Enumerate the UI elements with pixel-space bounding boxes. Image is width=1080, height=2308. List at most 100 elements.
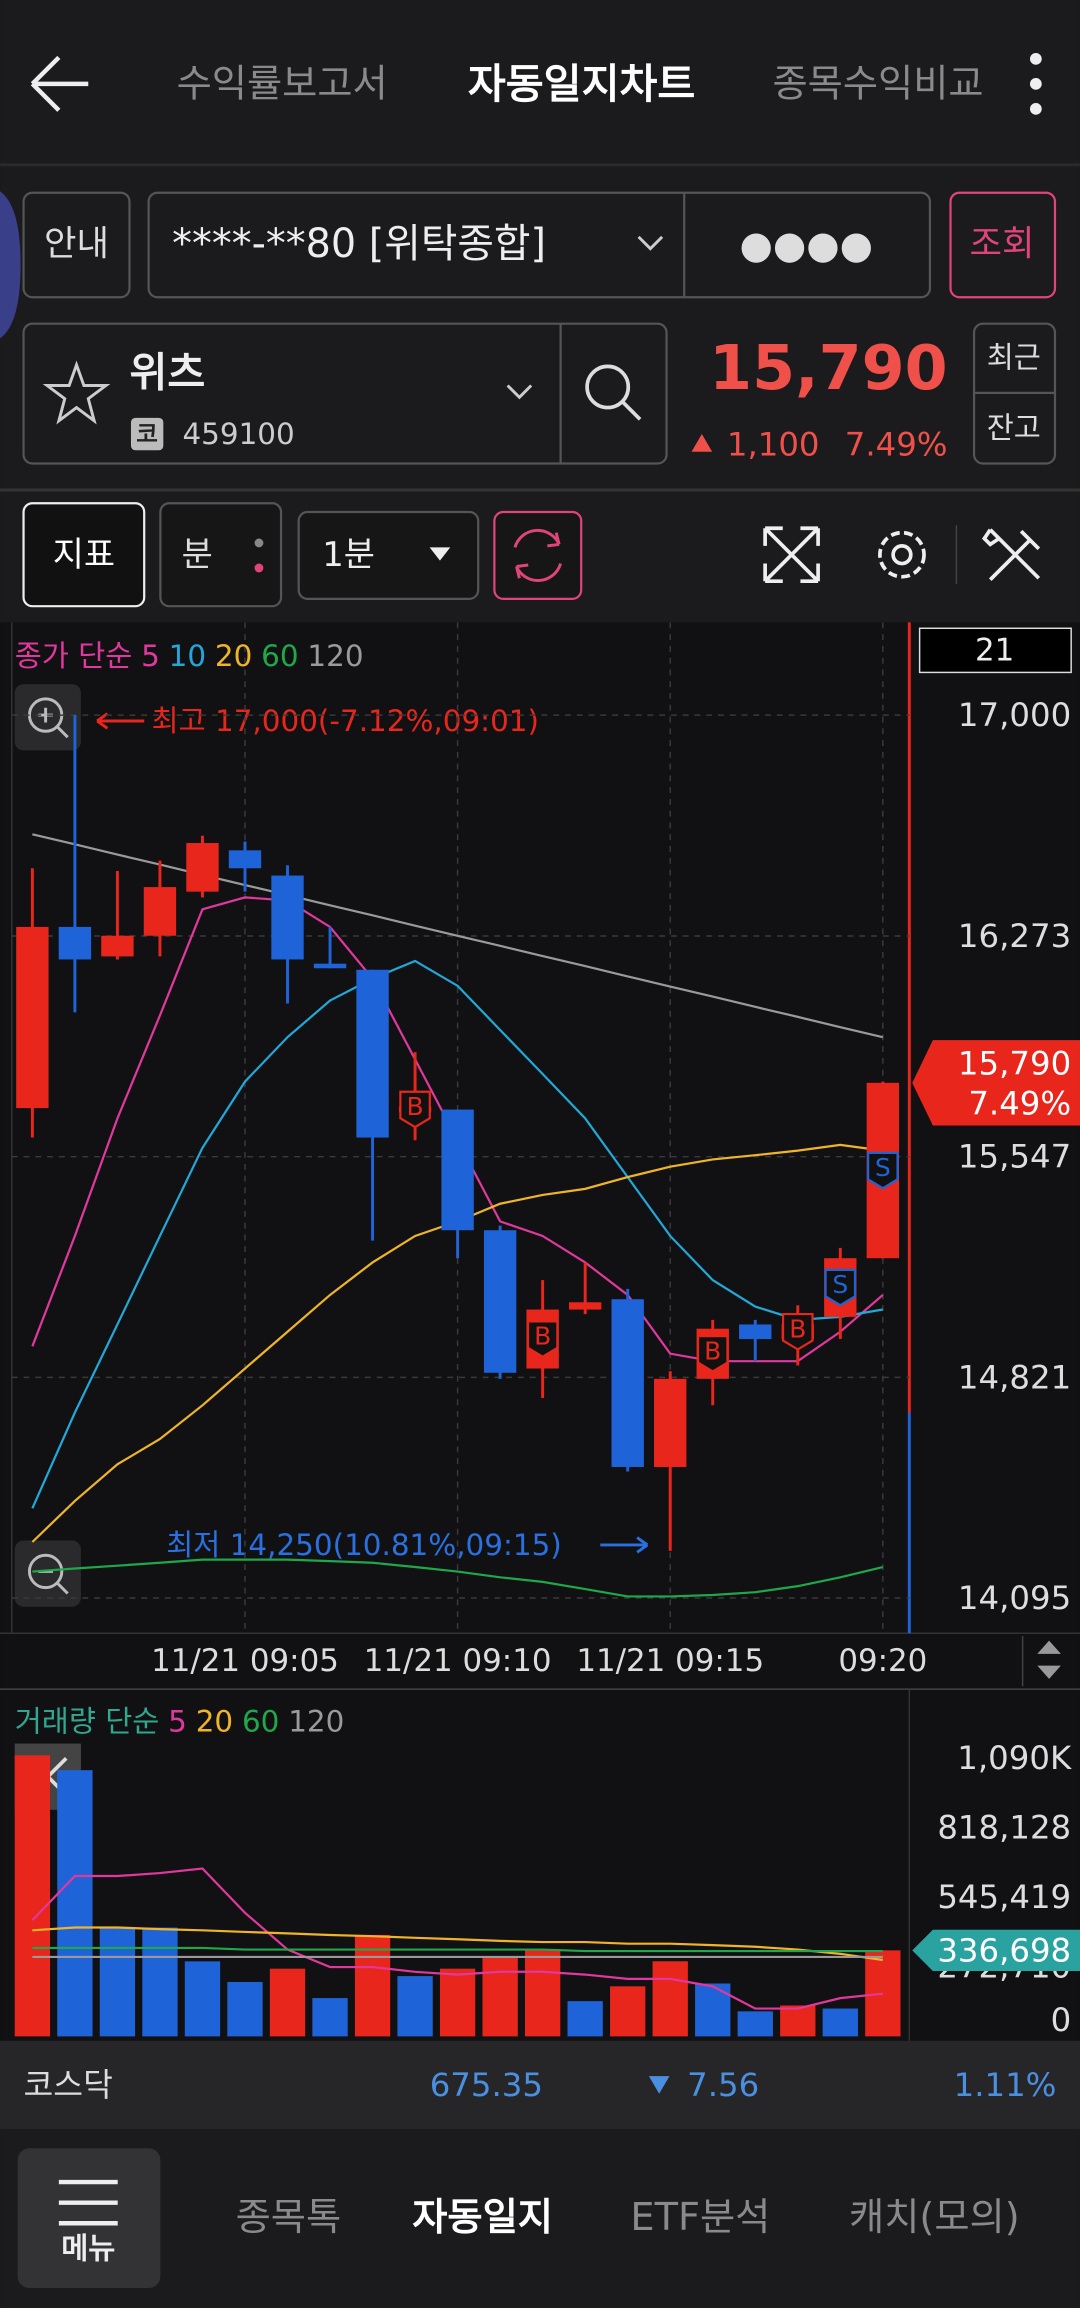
- price-change-pct: 7.49%: [845, 425, 948, 463]
- account-select[interactable]: [147, 191, 932, 299]
- account-number: ****-**80 [위탁종합]: [172, 221, 546, 267]
- volume-bar: [865, 1950, 901, 2037]
- refresh-button[interactable]: [493, 510, 583, 600]
- volume-bar: [14, 1755, 51, 2037]
- nav-tabs: 종목톡 자동일지 ETF분석 캐치(모의): [236, 2195, 1020, 2240]
- favorite-star[interactable]: [42, 360, 111, 425]
- nav-tab[interactable]: 캐치(모의): [849, 2195, 1020, 2240]
- high-note: 최고 17,000(-7.12%,09:01): [152, 704, 539, 738]
- password[interactable]: ●●●●: [740, 223, 874, 268]
- volume-bar: [439, 1968, 476, 2037]
- stock-code: 459100: [182, 417, 294, 451]
- query-button[interactable]: [949, 191, 1057, 299]
- volume-tag: [912, 1929, 1080, 1971]
- signal-badge: [781, 1312, 814, 1351]
- legend-entry: 5: [168, 1705, 187, 1739]
- y-tick-label: 15,547: [958, 1138, 1071, 1176]
- candle-body: [739, 1324, 772, 1340]
- legend-entry: 60: [261, 639, 298, 673]
- unit-label: 분: [182, 535, 213, 574]
- signal-badge: [399, 1090, 431, 1129]
- signal-label: B: [704, 1336, 721, 1365]
- menu-button[interactable]: [17, 2148, 161, 2288]
- x-tick-label: 11/21 09:15: [576, 1643, 764, 1679]
- tools-button[interactable]: [981, 528, 1041, 582]
- volume-bar: [57, 1770, 93, 2037]
- header-tab[interactable]: 종목수익비교: [772, 61, 983, 106]
- back-button[interactable]: [30, 55, 89, 112]
- header-tab[interactable]: 수익률보고서: [177, 61, 388, 106]
- count-label: 21: [975, 632, 1014, 668]
- candle-body: [228, 850, 262, 869]
- price-tag-value: 15,790: [958, 1045, 1071, 1083]
- legend-entry: 120: [288, 1705, 344, 1739]
- nav-bg: [0, 2129, 1080, 2308]
- indicator-button[interactable]: [22, 502, 146, 608]
- chevron: [506, 384, 533, 400]
- legend-entry: 60: [242, 1705, 279, 1739]
- legend-entry: 5: [141, 639, 160, 673]
- zoom-in-button[interactable]: [14, 684, 81, 751]
- settings-button[interactable]: [878, 530, 926, 579]
- note-arrow: [600, 1536, 649, 1554]
- zoom-out-button[interactable]: [14, 1540, 81, 1607]
- x-tick-label: 11/21 09:10: [364, 1643, 552, 1679]
- scroll-arrows[interactable]: [1037, 1640, 1061, 1679]
- ma-line: [32, 1926, 883, 1962]
- dot: [254, 538, 264, 548]
- signal-label: S: [875, 1153, 891, 1182]
- more-button[interactable]: [1029, 52, 1042, 115]
- nav-tab[interactable]: 종목톡: [236, 2195, 342, 2240]
- candle-body: [483, 1230, 517, 1373]
- x-tick-label: 11/21 09:05: [151, 1643, 339, 1679]
- nav-tab[interactable]: 자동일지: [412, 2195, 553, 2240]
- market-badge: 코: [136, 420, 158, 448]
- candle-body: [441, 1109, 474, 1231]
- volume-bar: [354, 1934, 391, 2037]
- header-tab[interactable]: 자동일지차트: [468, 60, 695, 108]
- recent-button[interactable]: 최근: [987, 341, 1041, 375]
- candle-body: [58, 926, 92, 960]
- interval-select[interactable]: [297, 510, 480, 600]
- stock-select[interactable]: [22, 322, 668, 465]
- current-price: 15,790: [709, 332, 947, 404]
- indicator-label: 지표: [53, 535, 115, 574]
- guide-button[interactable]: [22, 191, 131, 299]
- header-tabs: 수익률보고서 자동일지차트 종목수익비교: [177, 60, 984, 108]
- legend-entry: 20: [215, 639, 252, 673]
- expand-button[interactable]: [763, 526, 820, 584]
- market-bg: [0, 2040, 1080, 2130]
- legend-entry: 120: [307, 639, 363, 673]
- note-arrow: [96, 712, 145, 730]
- refresh-icon: [513, 528, 563, 582]
- volume-plot: [14, 1755, 901, 2037]
- ma-line: [32, 1946, 883, 1953]
- price-change: 1,100: [727, 425, 820, 463]
- candle-body: [143, 887, 177, 936]
- price-plot: [11, 622, 910, 1634]
- nav-tab[interactable]: ETF분석: [630, 2195, 770, 2240]
- up-arrow: [691, 434, 713, 452]
- unit-button[interactable]: [159, 502, 283, 608]
- signal-badge: [696, 1335, 729, 1373]
- side-handle[interactable]: [0, 191, 21, 339]
- y-tick-label: 818,128: [937, 1808, 1071, 1846]
- balance-button[interactable]: 잔고: [987, 411, 1041, 445]
- market-change-pct: 1.11%: [954, 2066, 1057, 2104]
- volume-bar: [780, 2005, 816, 2037]
- candle-body: [568, 1302, 602, 1310]
- candle-body: [313, 963, 347, 969]
- candle-body: [101, 935, 134, 957]
- candle-body: [186, 843, 219, 892]
- market-name: 코스닥: [24, 2066, 113, 2104]
- price-tag-pct: 7.49%: [968, 1084, 1071, 1122]
- legend-title: 종가 단순: [15, 639, 133, 673]
- volume-bar: [822, 2008, 858, 2037]
- volume-bar: [610, 1986, 646, 2037]
- y-tick-label: 17,000: [958, 696, 1071, 734]
- price-tag: [912, 1040, 1080, 1126]
- y-tick-label: 545,419: [937, 1878, 1071, 1916]
- volume-bar: [99, 1927, 136, 2037]
- search-button[interactable]: [585, 364, 642, 421]
